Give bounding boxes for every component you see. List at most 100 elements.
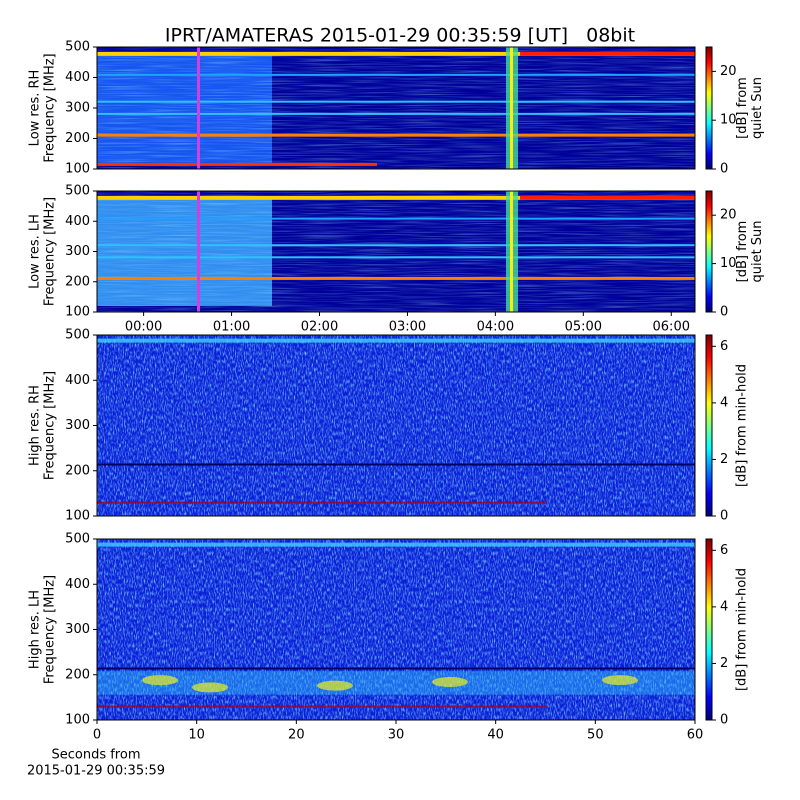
colorbar-tick-label: 20 xyxy=(720,64,737,79)
chart-title: IPRT/AMATERAS 2015-01-29 00:35:59 [UT] 0… xyxy=(165,25,635,47)
y-tick-label: 200 xyxy=(65,274,90,289)
spectrogram-stripe xyxy=(97,705,547,708)
x-axis-label: 2015-01-29 00:35:59 xyxy=(27,764,165,779)
y-tick-label: 300 xyxy=(65,101,90,116)
spectrogram-texture xyxy=(97,191,695,312)
spectrogram-blob xyxy=(192,682,228,693)
colorbar-label: [dB] from xyxy=(735,221,750,283)
y-tick-label: 100 xyxy=(65,509,90,524)
colorbar-tick-label: 2 xyxy=(720,656,728,671)
spectrogram-stripe xyxy=(97,542,695,547)
x-tick-label: 05:00 xyxy=(565,320,602,335)
colorbar xyxy=(705,190,713,313)
spectrogram-stripe xyxy=(97,463,695,466)
y-axis-label: Low res. RH xyxy=(28,70,43,147)
y-axis-label: High res. RH xyxy=(28,385,43,466)
spectrogram-band xyxy=(97,671,695,695)
spectrogram-stripe xyxy=(97,244,695,247)
spectrogram-stripe xyxy=(97,217,695,220)
colorbar-tick-label: 0 xyxy=(720,509,728,524)
spectrogram-stripe xyxy=(97,195,695,200)
spectrogram-texture xyxy=(97,335,695,516)
x-tick-label: 00:00 xyxy=(125,320,162,335)
colorbar-tick-label: 6 xyxy=(720,543,728,558)
spectrogram-stripe xyxy=(97,133,695,137)
x-tick-label: 20 xyxy=(288,728,305,743)
y-tick-label: 500 xyxy=(65,40,90,55)
y-axis-label: Frequency [MHz] xyxy=(43,371,58,480)
spectrogram-blob xyxy=(602,675,638,686)
spectrogram-stripe xyxy=(97,276,695,280)
y-tick-label: 400 xyxy=(65,577,90,592)
y-axis-label: Frequency [MHz] xyxy=(43,197,58,306)
y-axis-label: Frequency [MHz] xyxy=(43,575,58,684)
colorbar-tick-label: 2 xyxy=(720,452,728,467)
x-tick-label: 02:00 xyxy=(301,320,338,335)
colorbar-label: [dB] from xyxy=(735,77,750,139)
colorbar-tick-label: 20 xyxy=(720,208,737,223)
y-tick-label: 100 xyxy=(65,305,90,320)
x-tick-label: 10 xyxy=(188,728,205,743)
colorbar-tick-label: 0 xyxy=(720,162,728,177)
colorbar-tick-label: 4 xyxy=(720,395,728,410)
colorbar xyxy=(705,46,713,170)
colorbar-label: [dB] from min-hold xyxy=(735,364,750,487)
spectrogram-burst xyxy=(510,47,513,169)
y-axis-label: High res. LH xyxy=(28,590,43,669)
y-tick-label: 100 xyxy=(65,713,90,728)
spectrogram-stripe xyxy=(97,256,695,259)
y-tick-label: 300 xyxy=(65,418,90,433)
spectrogram-stripe xyxy=(97,667,695,670)
y-tick-label: 500 xyxy=(65,184,90,199)
x-axis-label: Seconds from xyxy=(51,748,140,763)
y-tick-label: 400 xyxy=(65,214,90,229)
spectrogram-stripe xyxy=(97,162,377,166)
x-tick-label: 01:00 xyxy=(213,320,250,335)
x-tick-label: 60 xyxy=(687,728,704,743)
y-tick-label: 200 xyxy=(65,463,90,478)
spectrogram-gap xyxy=(197,47,200,169)
spectrogram-stripe xyxy=(97,112,695,115)
colorbar-tick-label: 0 xyxy=(720,713,728,728)
colorbar-label: quiet Sun xyxy=(750,220,765,282)
y-axis-label: Frequency [MHz] xyxy=(43,53,58,162)
colorbar xyxy=(705,334,713,517)
y-tick-label: 500 xyxy=(65,532,90,547)
spectrogram-texture xyxy=(97,47,695,169)
spectrogram-burst xyxy=(510,191,513,312)
x-tick-label: 40 xyxy=(487,728,504,743)
x-tick-label: 0 xyxy=(93,728,101,743)
x-tick-label: 30 xyxy=(388,728,405,743)
y-tick-label: 300 xyxy=(65,622,90,637)
spectrogram-stripe xyxy=(97,73,695,76)
x-tick-label: 04:00 xyxy=(477,320,514,335)
spectrogram-stripe xyxy=(97,100,695,103)
y-tick-label: 100 xyxy=(65,162,90,177)
y-tick-label: 200 xyxy=(65,667,90,682)
y-tick-label: 300 xyxy=(65,244,90,259)
colorbar xyxy=(705,538,713,721)
colorbar-tick-label: 10 xyxy=(720,113,737,128)
y-tick-label: 200 xyxy=(65,131,90,146)
spectrogram-stripe xyxy=(97,51,695,56)
colorbar-tick-label: 6 xyxy=(720,339,728,354)
spectrogram-blob xyxy=(317,680,353,691)
y-axis-label: Low res. LH xyxy=(28,214,43,289)
spectrogram-stripe xyxy=(520,51,695,56)
colorbar-label: quiet Sun xyxy=(750,77,765,139)
colorbar-tick-label: 4 xyxy=(720,599,728,614)
spectrogram-gap xyxy=(197,191,200,312)
spectrogram-blob xyxy=(432,676,468,687)
spectrogram-blob xyxy=(142,675,178,686)
x-tick-label: 50 xyxy=(587,728,604,743)
spectrogram-stripe xyxy=(520,195,695,200)
colorbar-tick-label: 0 xyxy=(720,305,728,320)
y-tick-label: 400 xyxy=(65,373,90,388)
colorbar-tick-label: 10 xyxy=(720,256,737,271)
y-tick-label: 500 xyxy=(65,328,90,343)
spectrogram-stripe xyxy=(97,501,547,504)
x-tick-label: 06:00 xyxy=(653,320,690,335)
spectrogram-stripe xyxy=(97,338,695,343)
y-tick-label: 400 xyxy=(65,70,90,85)
